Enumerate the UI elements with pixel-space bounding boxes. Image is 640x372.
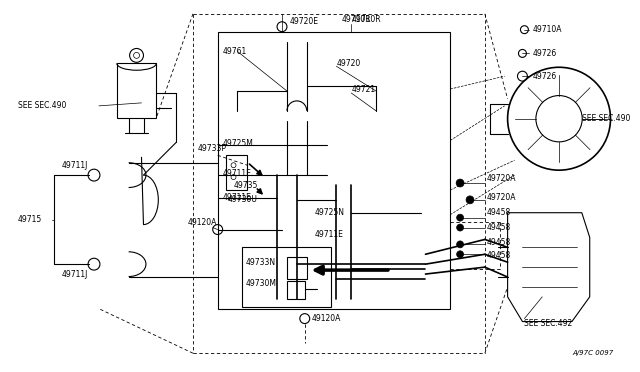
Text: 49710A: 49710A	[532, 25, 562, 34]
Circle shape	[457, 214, 463, 221]
Text: 49710R: 49710R	[351, 15, 381, 24]
Bar	[287, 257, 307, 279]
Text: SEE SEC.492: SEE SEC.492	[524, 319, 573, 328]
Text: 49711E: 49711E	[223, 193, 252, 202]
Text: 49120A: 49120A	[312, 314, 341, 323]
Text: 49726: 49726	[532, 72, 557, 81]
Text: 49120A: 49120A	[188, 218, 218, 227]
Text: 49458: 49458	[487, 238, 511, 247]
Bar	[218, 32, 450, 309]
Text: 49458: 49458	[487, 223, 511, 232]
Circle shape	[457, 224, 463, 231]
Text: 49720E: 49720E	[290, 17, 319, 26]
Text: 49711J: 49711J	[61, 161, 88, 170]
Circle shape	[456, 179, 464, 187]
Text: 49730U: 49730U	[228, 195, 257, 204]
Text: 49735: 49735	[234, 180, 258, 189]
Text: 49458: 49458	[487, 208, 511, 217]
Text: 49711J: 49711J	[61, 270, 88, 279]
Circle shape	[466, 196, 474, 204]
Text: 49458: 49458	[487, 251, 511, 260]
Text: SEE SEC.490: SEE SEC.490	[18, 101, 66, 110]
Text: 49711E: 49711E	[315, 230, 344, 239]
Text: 49711E: 49711E	[223, 169, 252, 178]
Text: 49733N: 49733N	[245, 258, 275, 267]
Bar	[287, 281, 305, 299]
Text: 49733P: 49733P	[198, 144, 227, 153]
Text: 49720: 49720	[337, 59, 361, 68]
Circle shape	[457, 251, 463, 258]
Bar	[226, 155, 248, 190]
Text: 49720A: 49720A	[487, 174, 516, 183]
Text: 49720A: 49720A	[487, 193, 516, 202]
Circle shape	[457, 241, 463, 248]
Text: 49725N: 49725N	[315, 208, 345, 217]
Bar	[243, 247, 332, 307]
Bar	[116, 63, 156, 118]
Text: 49730M: 49730M	[245, 279, 276, 288]
Text: SEE SEC.490: SEE SEC.490	[582, 114, 630, 123]
Text: 49710R: 49710R	[341, 15, 371, 24]
Text: 49725M: 49725M	[223, 139, 253, 148]
Text: 49726: 49726	[532, 49, 557, 58]
Text: A/97C 0097: A/97C 0097	[572, 350, 614, 356]
Text: 49721: 49721	[351, 84, 376, 93]
Text: 49715: 49715	[18, 215, 42, 224]
Text: 49761: 49761	[223, 47, 247, 56]
